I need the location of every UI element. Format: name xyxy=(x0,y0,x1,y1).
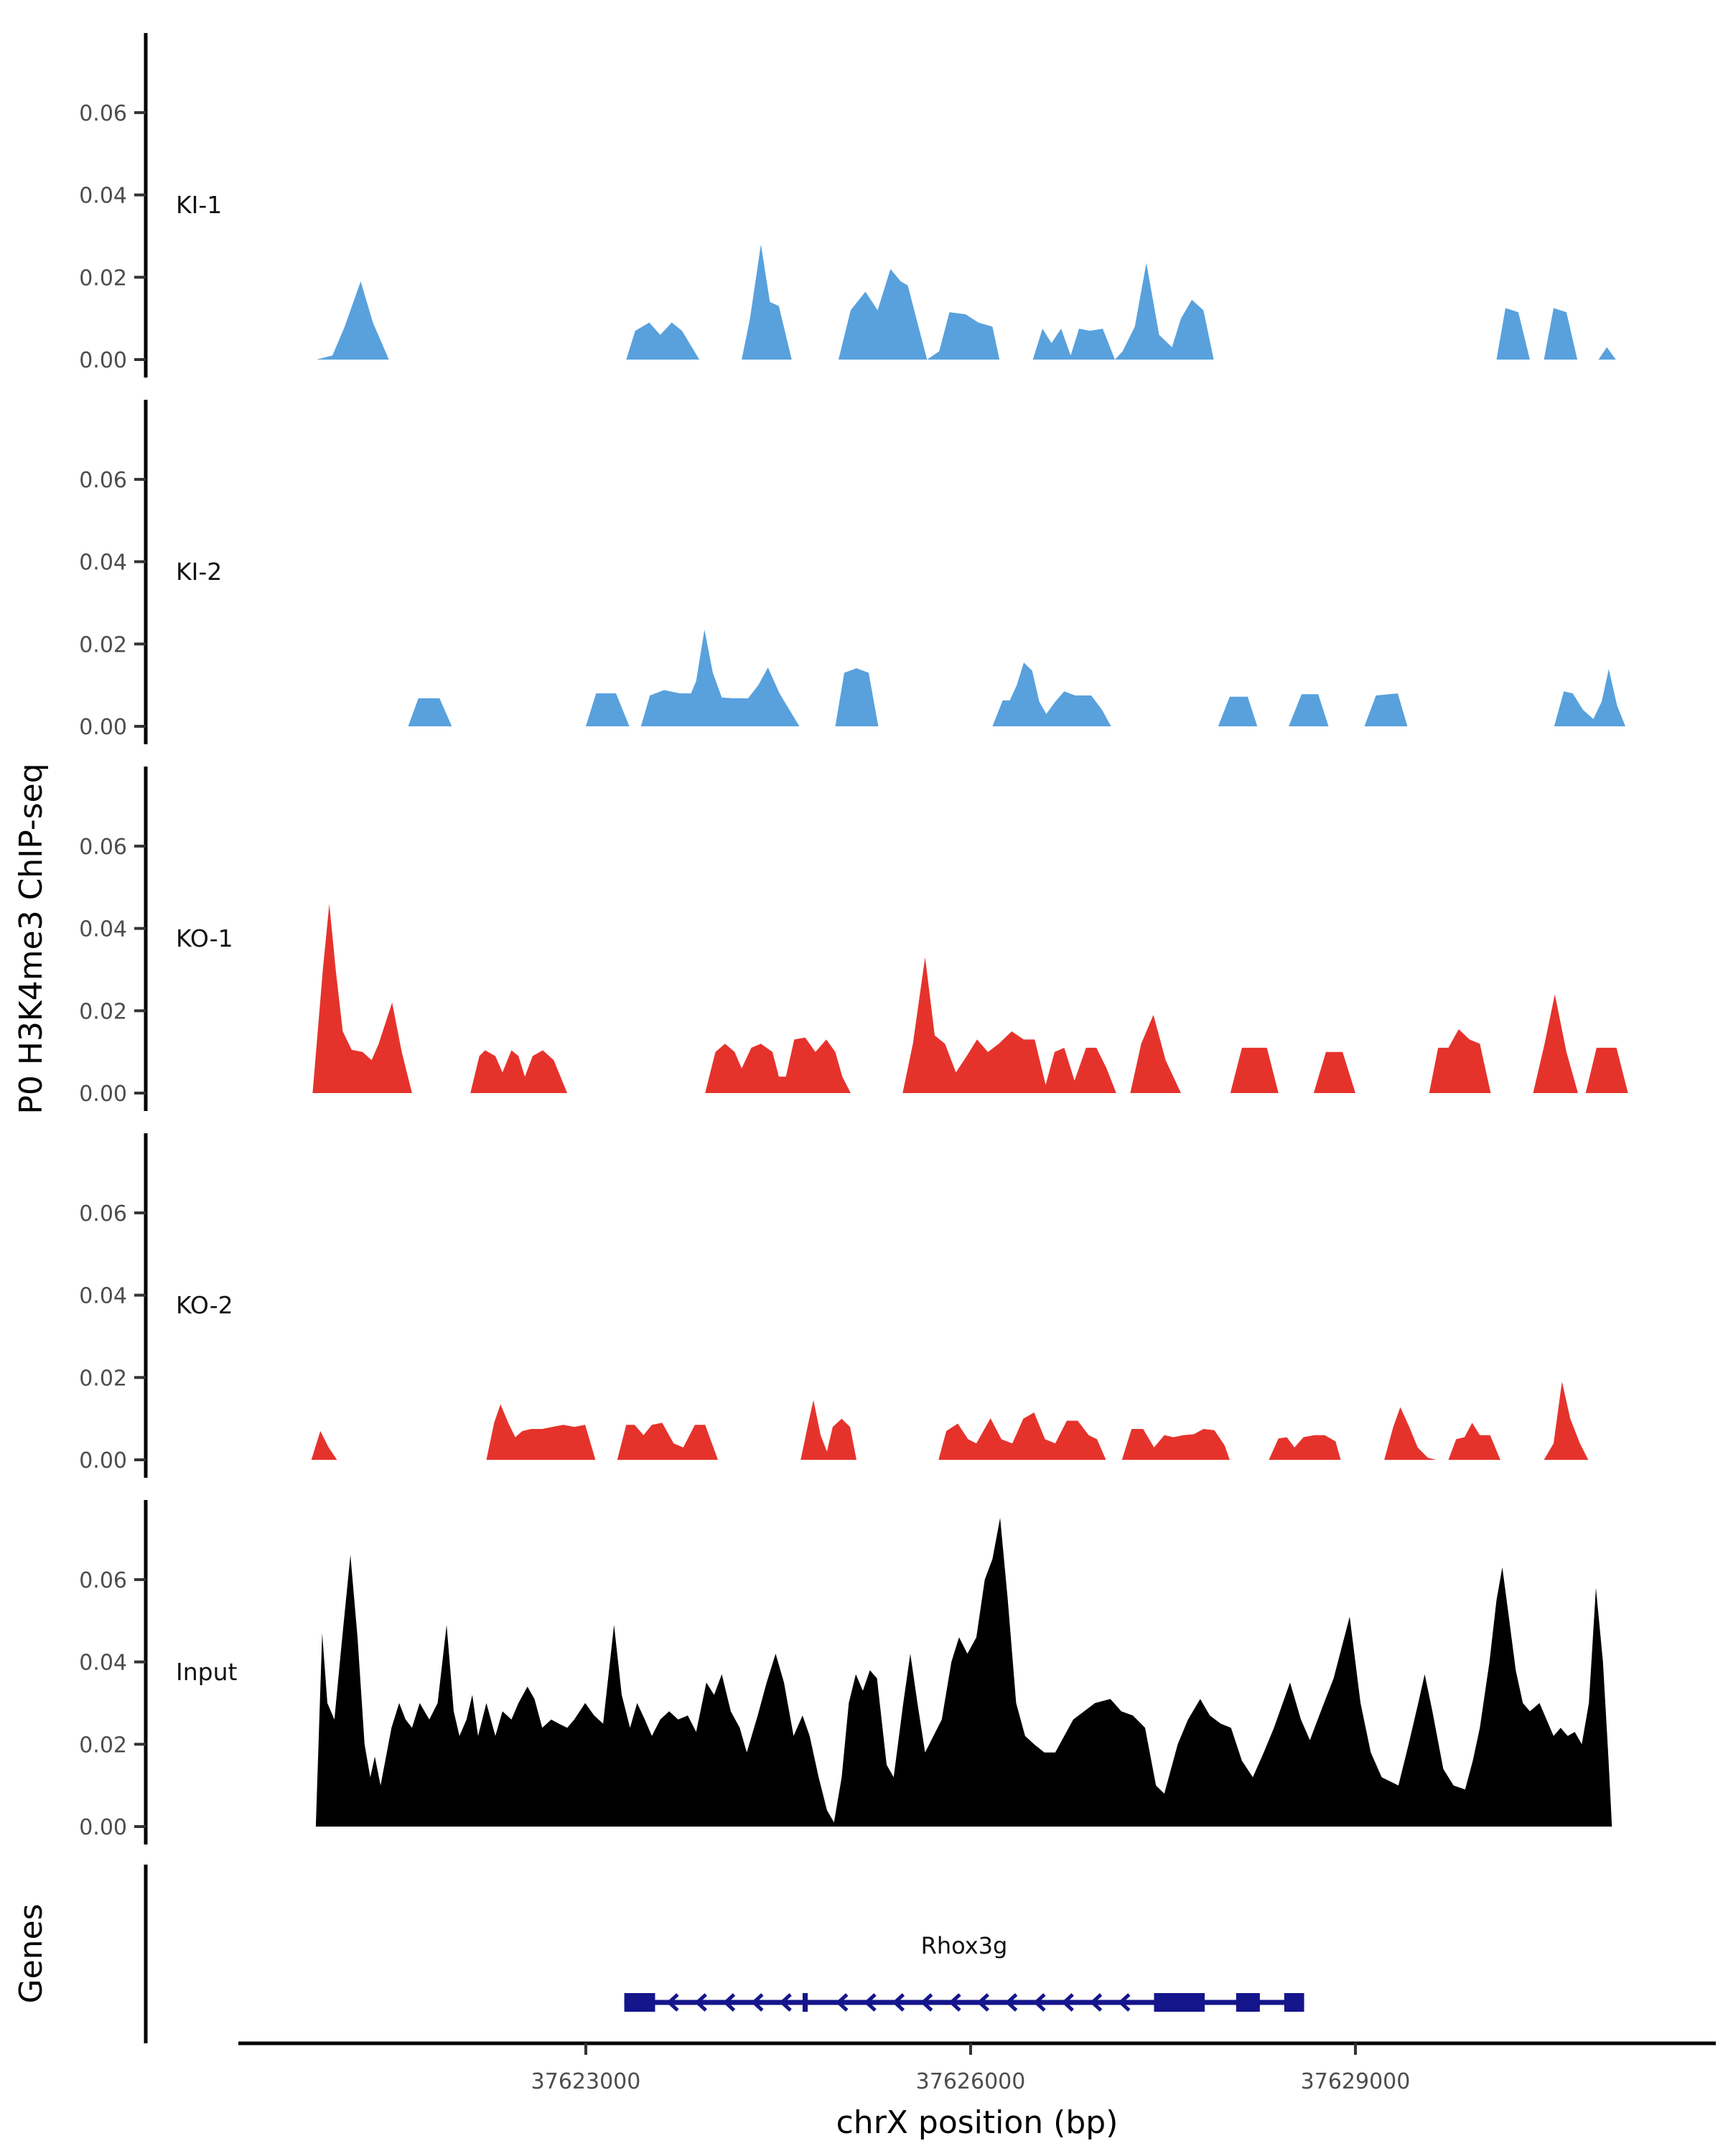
gene-strand-arrow-icon xyxy=(1089,1993,1103,2012)
gene-exon xyxy=(1236,1993,1260,2012)
y-tick-label: 0.00 xyxy=(79,715,127,740)
gene-strand-arrow-icon xyxy=(666,1993,679,2012)
track-area-input xyxy=(315,1517,1612,1827)
y-tick-label: 0.02 xyxy=(79,266,127,291)
y-tick-label: 0.06 xyxy=(79,835,127,860)
gene-exon xyxy=(1284,1993,1304,2012)
gene-strand-arrow-icon xyxy=(1061,1993,1074,2012)
gene-name-label: Rhox3g xyxy=(921,1932,1008,1959)
x-axis-title: chrX position (bp) xyxy=(836,2104,1119,2141)
y-tick-label: 0.04 xyxy=(79,1284,127,1309)
gene-strand-arrow-icon xyxy=(836,1993,849,2012)
gene-strand-arrow-icon xyxy=(864,1993,877,2012)
y-tick-label: 0.06 xyxy=(79,1201,127,1227)
y-tick-label: 0.00 xyxy=(79,1815,127,1840)
graphics-layer: 0.00 0.02 0.04 0.06 0.00 0.02 0.04 0.06 0.00 0.02… xyxy=(79,33,1716,2055)
facet-label-input: Input xyxy=(176,1658,238,1686)
y-tick-label: 0.06 xyxy=(79,468,127,493)
gene-exon xyxy=(1154,1993,1205,2012)
y-tick-label: 0.00 xyxy=(79,1082,127,1107)
gene-strand-arrow-icon xyxy=(694,1993,707,2012)
track-area-ko-2 xyxy=(311,1382,1589,1460)
gene-strand-arrow-icon xyxy=(948,1993,961,2012)
gene-strand-arrow-icon xyxy=(920,1993,933,2012)
gene-exon xyxy=(802,1993,808,2012)
gene-strand-arrow-icon xyxy=(976,1993,989,2012)
x-tick-label-37626000: 37626000 xyxy=(916,2069,1026,2094)
x-tick-label-37623000: 37623000 xyxy=(531,2069,641,2094)
gene-strand-arrow-icon xyxy=(892,1993,905,2012)
y-tick-label: 0.00 xyxy=(79,348,127,373)
y-tick-label: 0.04 xyxy=(79,550,127,576)
facet-label-ki-1: KI-1 xyxy=(176,191,222,219)
track-area-ki-2 xyxy=(408,629,1626,726)
y-tick-label: 0.02 xyxy=(79,1366,127,1391)
y-tick-label: 0.06 xyxy=(79,101,127,126)
track-area-ko-1 xyxy=(312,904,1628,1093)
gene-strand-arrow-icon xyxy=(1033,1993,1046,2012)
gene-strand-arrow-icon xyxy=(1118,1993,1131,2012)
y-tick-label: 0.02 xyxy=(79,1733,127,1758)
y-tick-label: 0.00 xyxy=(79,1448,127,1473)
facet-label-ko-1: KO-1 xyxy=(176,924,233,952)
genes-axis-title: Genes xyxy=(13,1903,50,2003)
facet-label-ko-2: KO-2 xyxy=(176,1291,233,1319)
gene-strand-arrow-icon xyxy=(751,1993,764,2012)
y-tick-label: 0.04 xyxy=(79,1651,127,1676)
gene-strand-arrow-icon xyxy=(1004,1993,1018,2012)
gene-exon xyxy=(624,1993,655,2012)
y-tick-label: 0.06 xyxy=(79,1568,127,1593)
track-area-ki-1 xyxy=(316,244,1616,360)
x-tick-label-37629000: 37629000 xyxy=(1301,2069,1411,2094)
y-tick-label: 0.02 xyxy=(79,632,127,657)
y-axis-title: P0 H3K4me3 ChIP-seq xyxy=(13,763,50,1114)
y-tick-label: 0.02 xyxy=(79,999,127,1024)
gene-strand-arrow-icon xyxy=(779,1993,792,2012)
facet-label-ki-2: KI-2 xyxy=(176,558,222,586)
y-tick-label: 0.04 xyxy=(79,184,127,209)
y-tick-label: 0.04 xyxy=(79,917,127,942)
gene-strand-arrow-icon xyxy=(722,1993,736,2012)
